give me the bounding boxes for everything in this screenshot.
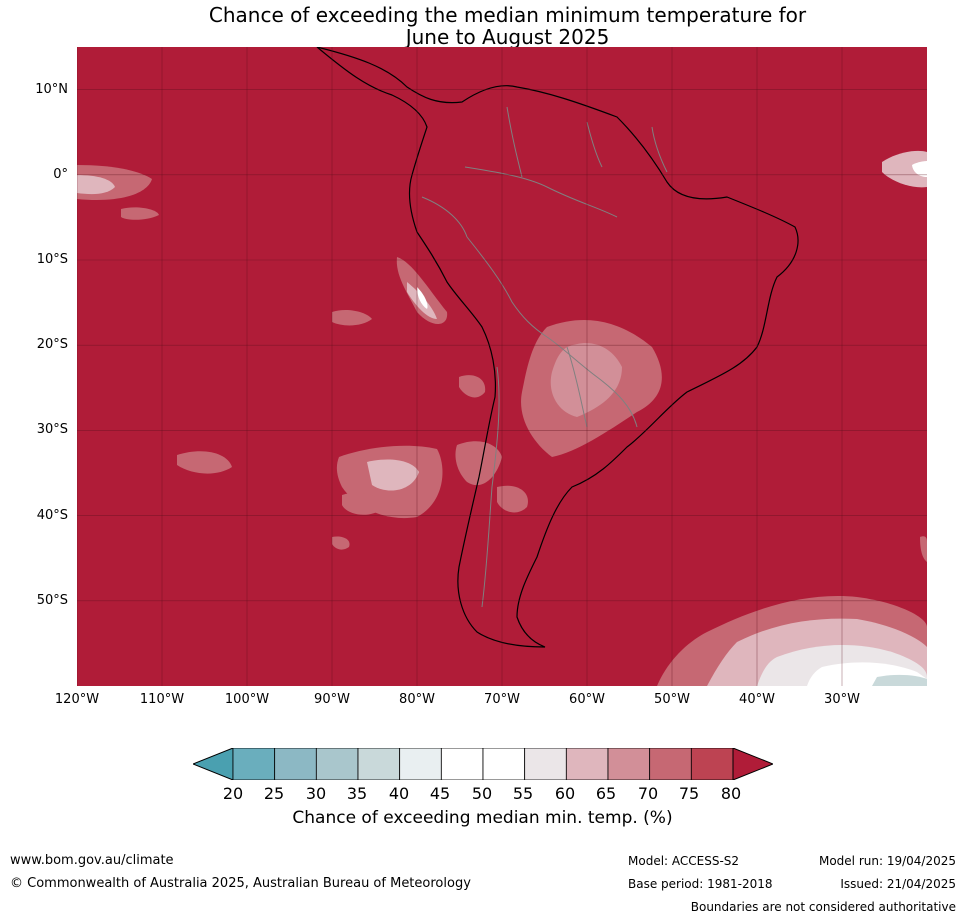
colorbar-tick: 20 (222, 784, 244, 803)
lat-label-30s: 30°S (36, 422, 68, 437)
colorbar-segment (690, 748, 734, 780)
patch-peru-coast (396, 257, 448, 325)
patch-pacific-south (332, 309, 372, 326)
lon-label-40w: 40°W (739, 692, 775, 707)
patch-pacific-mid-inner (367, 459, 419, 491)
colorbar-tick: 75 (678, 784, 700, 803)
colorbar-segment (524, 748, 567, 780)
lon-label-60w: 60°W (569, 692, 605, 707)
colorbar-tick: 65 (595, 784, 617, 803)
title-line-2: June to August 2025 (405, 25, 610, 49)
lon-label-80w: 80°W (399, 692, 435, 707)
lon-label-110w: 110°W (139, 692, 185, 707)
lat-label-10s: 10°S (36, 252, 68, 267)
footer-base-period: Base period: 1981-2018 (628, 877, 773, 891)
colorbar-segment (315, 748, 359, 780)
colorbar-tick: 60 (554, 784, 576, 803)
footer-model: Model: ACCESS-S2 (628, 854, 740, 868)
footer-copyright: © Commonwealth of Australia 2025, Austra… (10, 876, 471, 891)
lon-label-120w: 120°W (54, 692, 100, 707)
colorbar (193, 748, 773, 780)
colorbar-tick: 50 (471, 784, 493, 803)
colorbar-tick: 40 (388, 784, 410, 803)
patch-patagonia (497, 485, 528, 513)
patch-pacific-mid-south (342, 492, 382, 515)
forecast-map (77, 47, 927, 686)
footer-website: www.bom.gov.au/climate (10, 853, 174, 868)
patch-chile-north (459, 375, 486, 398)
patch-paraguay-inner (550, 343, 622, 417)
lat-label-0: 0° (53, 167, 68, 182)
colorbar-segment (649, 748, 692, 780)
colorbar-segment (482, 748, 526, 780)
lon-label-100w: 100°W (224, 692, 270, 707)
south-america-coastline (316, 47, 799, 648)
lon-label-30w: 30°W (824, 692, 860, 707)
lat-label-10n: 10°N (35, 82, 68, 97)
patch-pacific-small (121, 207, 159, 220)
lat-label-20s: 20°S (36, 337, 68, 352)
colorbar-tick: 35 (346, 784, 368, 803)
patch-south-atlantic-cool (872, 674, 927, 686)
footer-model-run: Model run: 19/04/2025 (818, 854, 956, 868)
country-borders (421, 106, 668, 608)
colorbar-extend-high (732, 748, 773, 780)
map-title: Chance of exceeding the median minimum t… (0, 4, 965, 48)
patch-equatorial-atlantic-core (912, 161, 927, 177)
colorbar-segment (232, 748, 276, 780)
lat-label-40s: 40°S (36, 508, 68, 523)
colorbar-svg (193, 748, 773, 780)
patch-equatorial-pacific-west-inner (77, 175, 115, 195)
graticule (77, 47, 927, 686)
colorbar-extend-low (193, 748, 234, 780)
title-line-1: Chance of exceeding the median minimum t… (208, 3, 807, 27)
colorbar-segment (565, 748, 609, 780)
footer-disclaimer: Boundaries are not considered authoritat… (690, 900, 956, 914)
lat-label-50s: 50°S (36, 593, 68, 608)
footer-issued: Issued: 21/04/2025 (840, 877, 956, 891)
lon-label-50w: 50°W (654, 692, 690, 707)
colorbar-tick: 30 (305, 784, 327, 803)
colorbar-segment (357, 748, 401, 780)
colorbar-label: Chance of exceeding median min. temp. (%… (292, 808, 673, 828)
lon-label-70w: 70°W (484, 692, 520, 707)
anomaly-patches (77, 150, 927, 686)
colorbar-segment (399, 748, 442, 780)
colorbar-tick: 80 (720, 784, 742, 803)
patch-pacific-spot (332, 536, 350, 550)
colorbar-segment (440, 748, 484, 780)
lon-label-90w: 90°W (314, 692, 350, 707)
colorbar-tick: 25 (263, 784, 285, 803)
colorbar-segment (607, 748, 651, 780)
colorbar-tick: 55 (512, 784, 534, 803)
colorbar-tick: 70 (637, 784, 659, 803)
colorbar-segment (274, 748, 317, 780)
patch-chile-central (455, 441, 502, 486)
map-panel (77, 47, 927, 686)
patch-pacific-mid-west (177, 451, 232, 474)
colorbar-tick: 45 (429, 784, 451, 803)
patch-atlantic-edge (920, 536, 927, 562)
patch-peru-coast-core (417, 287, 428, 309)
patch-equatorial-atlantic (882, 150, 927, 188)
